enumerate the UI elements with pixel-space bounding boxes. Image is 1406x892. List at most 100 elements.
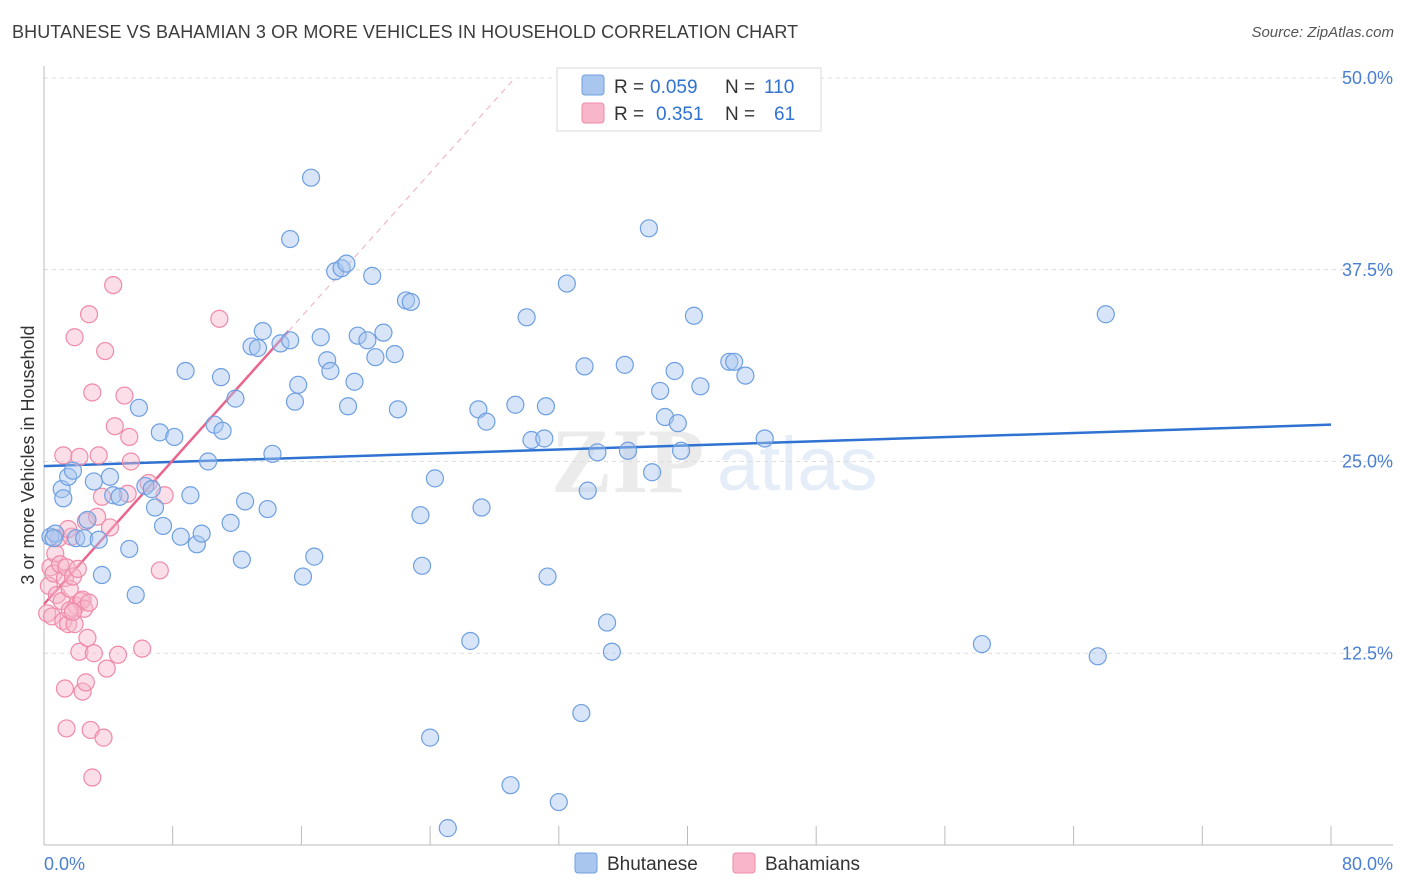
point-bhutanese <box>181 486 200 505</box>
point-bhutanese <box>578 481 597 500</box>
axes-layer: 12.5% 25.0% 37.5% 50.0% 0.0% 80.0% <box>43 66 1393 874</box>
stats-r-label: R = <box>614 104 644 125</box>
point-bhutanese <box>289 375 308 394</box>
point-bhutanese <box>588 443 607 462</box>
stats-swatch-bhutanese <box>581 74 605 96</box>
point-bahamians <box>104 275 123 295</box>
point-bhutanese <box>665 361 684 381</box>
point-bhutanese <box>461 631 480 651</box>
stats-n-value: 61 <box>774 104 795 125</box>
point-bhutanese <box>293 567 313 586</box>
point-bhutanese <box>549 792 568 812</box>
point-bhutanese <box>411 506 430 525</box>
points-bahamians <box>38 275 229 787</box>
point-bahamians <box>115 386 134 405</box>
point-bhutanese <box>321 361 340 381</box>
point-bhutanese <box>536 397 556 416</box>
point-bahamians <box>65 328 84 347</box>
point-bhutanese <box>348 326 367 345</box>
point-bhutanese <box>258 499 277 519</box>
stats-r-value: 0.059 <box>650 77 698 98</box>
point-bhutanese <box>557 274 576 293</box>
point-bhutanese <box>301 168 321 187</box>
point-bhutanese <box>345 372 364 391</box>
point-bahamians <box>83 383 102 402</box>
point-bhutanese <box>425 469 445 488</box>
point-bhutanese <box>691 377 710 396</box>
point-bahamians <box>79 305 99 324</box>
point-bahamians <box>120 427 139 447</box>
x-tick-label: 0.0% <box>44 854 85 874</box>
point-bhutanese <box>338 397 358 416</box>
point-bhutanese <box>126 585 145 605</box>
point-bhutanese <box>235 492 255 511</box>
point-bhutanese <box>281 331 300 350</box>
point-bhutanese <box>221 513 240 532</box>
chart-title: BHUTANESE VS BAHAMIAN 3 OR MORE VEHICLES… <box>12 22 799 42</box>
point-bahamians <box>68 559 87 578</box>
point-bhutanese <box>100 467 120 486</box>
point-bhutanese <box>972 634 992 654</box>
point-bhutanese <box>165 427 184 447</box>
point-bahamians <box>89 446 108 465</box>
legend-swatch-bahamians <box>732 852 756 874</box>
point-bhutanese <box>401 292 420 312</box>
point-bahamians <box>76 673 95 692</box>
point-bahamians <box>133 639 152 658</box>
point-bahamians <box>83 768 102 787</box>
point-bhutanese <box>668 414 687 433</box>
bottom-legend: Bhutanese Bahamians <box>574 852 860 875</box>
point-bhutanese <box>363 266 382 285</box>
point-bahamians <box>94 728 113 747</box>
stats-n-value: 110 <box>764 77 794 98</box>
point-bhutanese <box>421 728 440 747</box>
point-bhutanese <box>374 323 393 342</box>
point-bahamians <box>96 341 115 361</box>
point-bhutanese <box>575 357 594 376</box>
point-bhutanese <box>671 441 691 460</box>
stats-r-label: R = <box>614 77 644 98</box>
point-bhutanese <box>263 444 282 463</box>
y-tick-label: 50.0% <box>1342 68 1393 88</box>
point-bhutanese <box>366 348 385 367</box>
legend-swatch-bhutanese <box>574 852 598 874</box>
point-bhutanese <box>651 381 670 401</box>
point-bhutanese <box>311 328 330 347</box>
point-bahamians <box>75 599 94 618</box>
point-bhutanese <box>385 345 404 364</box>
point-bahamians <box>55 679 75 698</box>
points-bhutanese <box>41 168 1115 838</box>
trend-line-bahamians <box>43 330 290 605</box>
point-bhutanese <box>1088 647 1107 666</box>
source-label: Source: ZipAtlas.com <box>1251 24 1394 41</box>
point-bhutanese <box>755 429 774 448</box>
point-bhutanese <box>226 389 245 408</box>
x-tick-label: 80.0% <box>1342 854 1393 874</box>
point-bahamians <box>97 659 116 678</box>
point-bhutanese <box>187 535 206 554</box>
point-bhutanese <box>736 366 755 385</box>
point-bhutanese <box>142 480 161 499</box>
point-bhutanese <box>110 487 129 506</box>
point-bahamians <box>42 607 62 626</box>
point-bhutanese <box>639 219 658 238</box>
stats-r-value: 0.351 <box>656 104 704 125</box>
point-bhutanese <box>597 613 617 632</box>
point-bhutanese <box>78 510 97 529</box>
point-bahamians <box>38 604 57 623</box>
point-bahamians <box>78 628 97 648</box>
trend-extension-bahamians <box>288 80 513 332</box>
point-bhutanese <box>192 524 211 543</box>
point-bhutanese <box>1096 305 1115 324</box>
point-bhutanese <box>305 547 324 566</box>
point-bhutanese <box>104 486 123 505</box>
point-bahamians <box>121 452 140 471</box>
point-bhutanese <box>176 361 195 381</box>
point-bhutanese <box>477 412 496 431</box>
point-bhutanese <box>720 352 739 371</box>
point-bhutanese <box>213 421 232 440</box>
y-axis-title: 3 or more Vehicles in Household <box>18 325 38 584</box>
point-bhutanese <box>318 351 337 370</box>
point-bahamians <box>150 561 169 580</box>
